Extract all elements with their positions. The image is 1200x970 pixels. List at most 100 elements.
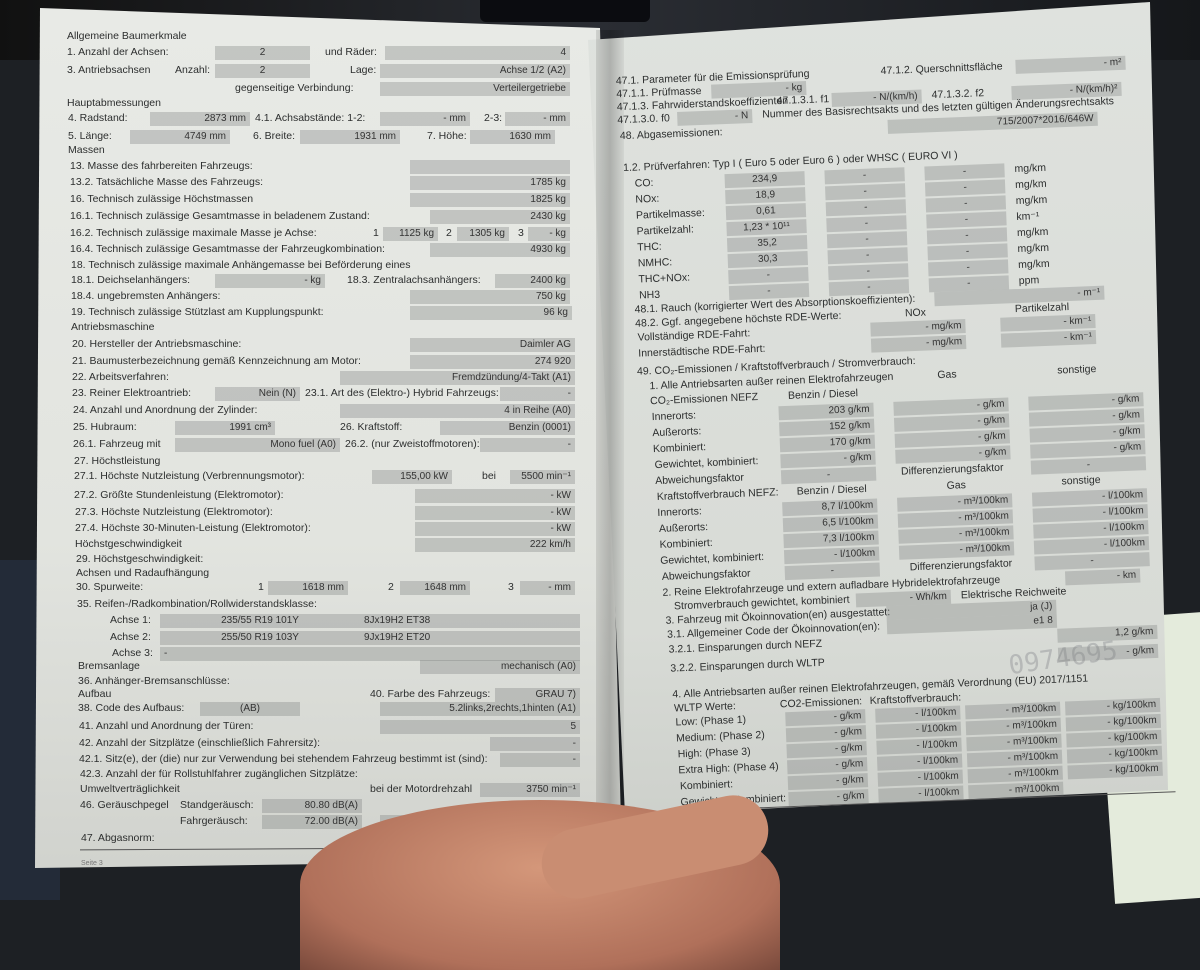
label-mg-km: mg/km	[1016, 225, 1049, 239]
field-value: 1305 kg	[457, 227, 509, 241]
label-und-ra-der: und Räder:	[325, 46, 377, 58]
field-value: 1125 kg	[383, 227, 438, 241]
label-aufbau: Aufbau	[78, 688, 112, 700]
page-fold	[596, 30, 624, 820]
label-bremsanlage: Bremsanlage	[78, 660, 140, 672]
field-value: 1630 mm	[470, 130, 555, 144]
label-achsen-und-radaufha-ngung: Achsen und Radaufhängung	[76, 567, 210, 579]
label-co: CO:	[634, 176, 654, 190]
field-value: -	[924, 163, 1005, 181]
label-ppm: ppm	[1018, 274, 1040, 287]
field-value: Verteilergetriebe	[380, 82, 570, 96]
field-value: - km	[1064, 568, 1141, 586]
field-value: - kg/100km	[1066, 729, 1162, 748]
field-value: 8,7 l/100km	[782, 498, 878, 517]
field-value: - m³/100km	[965, 701, 1061, 720]
field-value: 1931 mm	[300, 130, 400, 144]
field-value: - mm	[380, 112, 470, 126]
label-lage: Lage:	[350, 64, 377, 76]
field-value: - kg/100km	[1065, 713, 1162, 732]
field-value: 235/55 R19 101Y	[160, 614, 360, 628]
field-value: 234,9	[724, 171, 805, 189]
label-benzin-diesel: Benzin / Diesel	[796, 482, 867, 498]
field-value: mechanisch (A0)	[420, 660, 580, 674]
field-value: 35,2	[726, 235, 808, 253]
label-46-gera-uschpegel: 46. Geräuschpegel	[80, 799, 169, 811]
label-nh3: NH3	[638, 288, 661, 302]
field-value: 2	[215, 64, 310, 78]
label-26-2-nur-zweistoffmotoren: 26.2. (nur Zweistoffmotoren):	[345, 438, 480, 450]
field-value: - mg/km	[870, 319, 966, 337]
label-innersta-dtische-rde-fahrt: Innerstädtische RDE-Fahrt:	[638, 342, 766, 360]
field-value: Mono fuel (A0)	[175, 438, 340, 452]
field-value: 7,3 l/100km	[783, 530, 879, 549]
label-47-1-2-querschnittsfla-che: 47.1.2. Querschnittsfläche	[880, 60, 1003, 78]
label-1-anzahl-der-achsen: 1. Anzahl der Achsen:	[67, 46, 169, 58]
label-18-1-deichselanha-ngers: 18.1. Deichselanhängers:	[71, 274, 191, 286]
left-page-content: Allgemeine Baumerkmale 1. Anzahl der Achs…	[67, 30, 580, 867]
label-27-3-ho-chste-nutzleistung-elektromotor: 27.3. Höchste Nutzleistung (Elektromotor…	[75, 506, 273, 518]
label-kombiniert: Kombiniert:	[652, 441, 707, 456]
label-fahrgera-usch: Fahrgeräusch:	[180, 815, 248, 827]
label-27-1-ho-chste-nutzleistung-verbrennungsm: 27.1. Höchste Nutzleistung (Verbrennungs…	[74, 470, 305, 482]
label-innerorts: Innerorts:	[657, 505, 702, 519]
field-value: -	[500, 387, 575, 401]
label-medium-phase-2: Medium: (Phase 2)	[675, 729, 765, 745]
field-value: 155,00 kW	[372, 470, 452, 484]
field-value: -	[827, 247, 908, 265]
label-2: 2	[446, 227, 452, 239]
field-value: 0,61	[725, 203, 807, 221]
label-ho-chstgeschwindigkeit: Höchstgeschwindigkeit	[75, 538, 182, 550]
field-value: 255/50 R19 103Y	[160, 631, 360, 645]
label-47-1-3-0-f0: 47.1.3.0. f0	[617, 112, 671, 127]
field-value: -	[160, 647, 580, 661]
field-value: 2	[215, 46, 310, 60]
field-value: - kg/100km	[1067, 761, 1163, 780]
field-value: - g/km	[785, 725, 867, 743]
field-value: -	[927, 243, 1008, 261]
label-22-arbeitsverfahren: 22. Arbeitsverfahren:	[72, 371, 169, 383]
label-high-phase-3: High: (Phase 3)	[677, 745, 751, 761]
field-value: -	[928, 259, 1009, 277]
field-value: 1,2 g/km	[1057, 624, 1158, 643]
label-mg-km: mg/km	[1017, 257, 1050, 271]
field-value: 30,3	[727, 251, 809, 269]
label-antriebsmaschine: Antriebsmaschine	[71, 321, 155, 333]
field-value: -	[824, 167, 905, 185]
field-value: -	[728, 267, 809, 285]
label-5-la-nge: 5. Länge:	[68, 130, 112, 142]
label-mg-km: mg/km	[1017, 241, 1050, 255]
field-value: 5	[380, 720, 580, 734]
label-1: 1	[258, 581, 264, 593]
field-value: - km⁻¹	[1000, 330, 1097, 348]
label-1: 1	[373, 227, 379, 239]
label-23-reiner-elektroantrieb: 23. Reiner Elektroantrieb:	[72, 387, 192, 399]
field-value: - g/km	[786, 741, 867, 759]
label-27-4-ho-chste-30-minuten-leistung-elektr: 27.4. Höchste 30-Minuten-Leistung (Elekt…	[75, 522, 311, 534]
field-value: 1785 kg	[410, 176, 570, 190]
field-value: - l/100km	[875, 705, 961, 723]
field-value: 9Jx19H2 ET20	[360, 631, 580, 645]
label-27-2-gro-te-stundenleistung-elektromotor: 27.2. Größte Stundenleistung (Elektromot…	[74, 489, 284, 501]
field-value: 1648 mm	[400, 581, 470, 595]
field-value: - m³/100km	[966, 749, 1063, 768]
label-26-kraftstoff: 26. Kraftstoff:	[340, 421, 403, 433]
field-value: - m²	[1015, 55, 1126, 74]
field-value: 72.00 dB(A)	[262, 815, 362, 829]
field-value: (AB)	[200, 702, 300, 716]
label-hauptabmessungen: Hauptabmessungen	[67, 97, 161, 109]
field-value: - l/100km	[876, 737, 962, 755]
field-value: - kW	[415, 506, 575, 520]
label-35-reifen-radkombination-rollwiderstands: 35. Reifen-/Radkombination/Rollwiderstan…	[77, 598, 317, 610]
field-value: - mm	[505, 112, 570, 126]
label-13-masse-des-fahrbereiten-fahrzeugs: 13. Masse des fahrbereiten Fahrzeugs:	[70, 160, 253, 172]
field-value: 1,23 * 10¹¹	[726, 219, 807, 237]
label-42-1-sitz-e-der-die-nur-zur-verwendung-b: 42.1. Sitz(e), der (die) nur zur Verwend…	[79, 753, 488, 765]
label-19-technisch-zula-ssige-stu-tzlast-am-ku: 19. Technisch zulässige Stützlast am Kup…	[71, 306, 324, 318]
label-co-emissionen-nefz: CO₂-Emissionen NEFZ	[649, 391, 759, 408]
label-mg-km: mg/km	[1014, 177, 1047, 192]
label-allgemeine-baumerkmale: Allgemeine Baumerkmale	[67, 30, 187, 42]
field-value: - l/100km	[875, 721, 962, 739]
label-nox: NOx	[904, 306, 927, 320]
field-value: Fremdzündung/4-Takt (A1)	[340, 371, 575, 385]
